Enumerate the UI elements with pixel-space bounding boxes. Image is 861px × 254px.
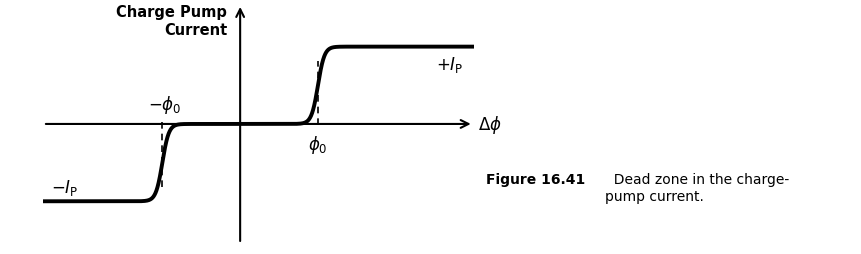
- Text: $-I_\mathsf{P}$: $-I_\mathsf{P}$: [51, 178, 78, 198]
- Text: Charge Pump
Current: Charge Pump Current: [116, 5, 227, 38]
- Text: $+I_\mathsf{P}$: $+I_\mathsf{P}$: [436, 54, 463, 74]
- Text: Dead zone in the charge-
pump current.: Dead zone in the charge- pump current.: [605, 173, 790, 203]
- Text: $\phi_0$: $\phi_0$: [308, 134, 328, 156]
- Text: $\Delta\phi$: $\Delta\phi$: [478, 114, 501, 135]
- Text: Figure 16.41: Figure 16.41: [486, 173, 585, 187]
- Text: $-\phi_0$: $-\phi_0$: [148, 93, 182, 115]
